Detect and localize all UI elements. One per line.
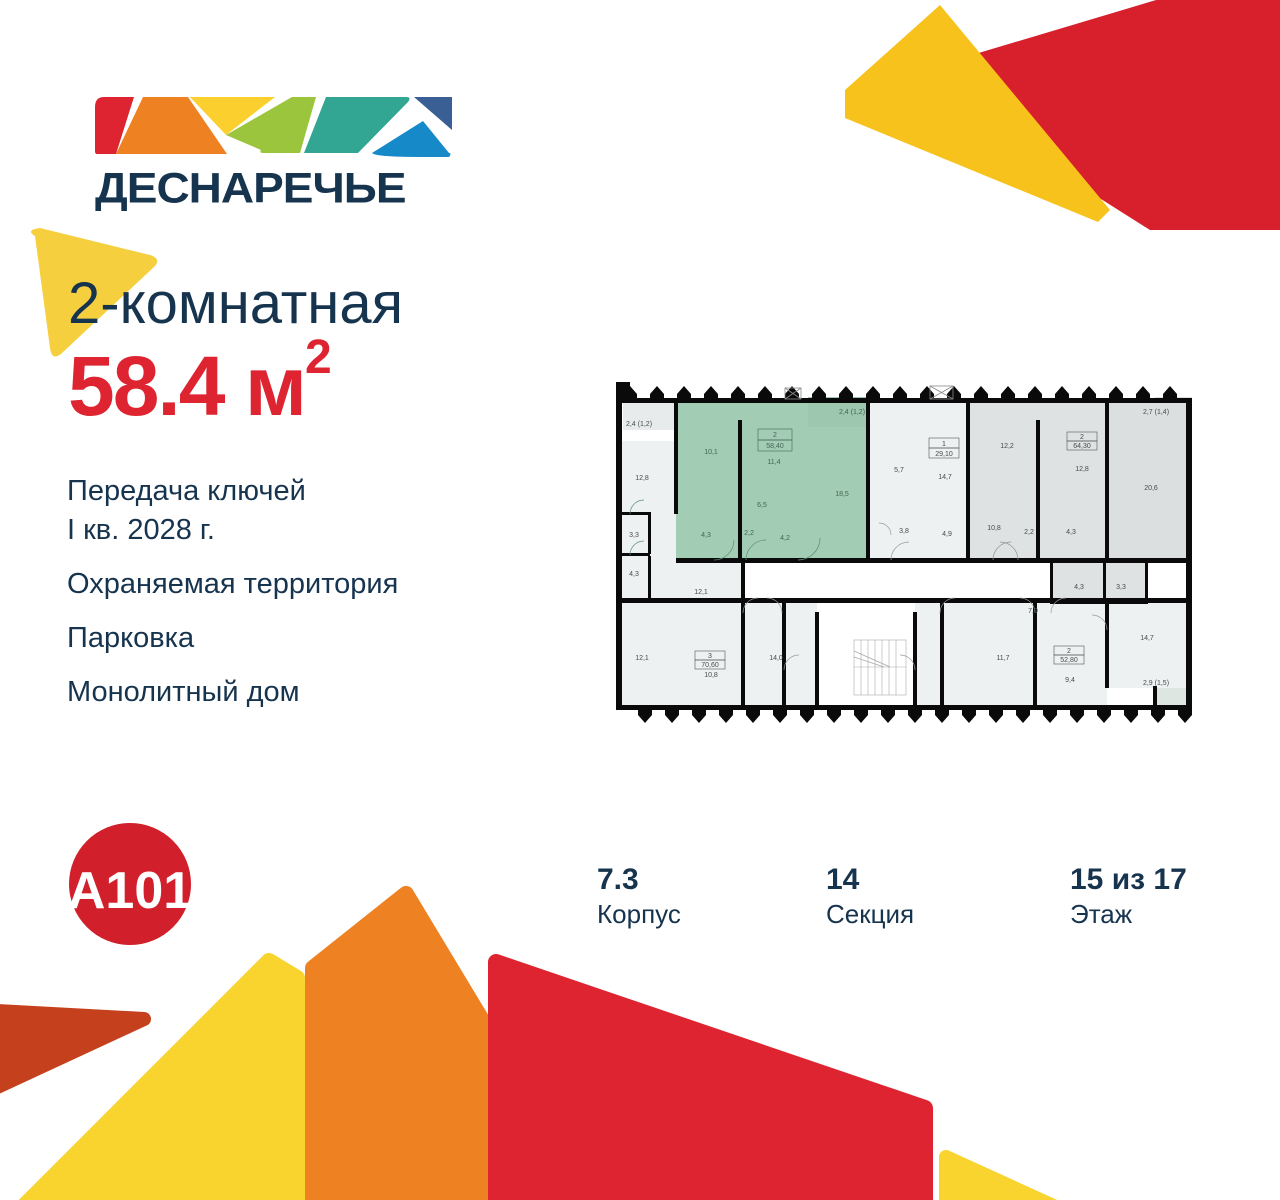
svg-text:12,1: 12,1 — [635, 655, 649, 662]
svg-text:7,9: 7,9 — [1028, 608, 1038, 615]
svg-text:2,4 (1,2): 2,4 (1,2) — [839, 409, 865, 416]
svg-text:2,7 (1,4): 2,7 (1,4) — [1143, 409, 1169, 416]
svg-text:18,5: 18,5 — [835, 491, 849, 498]
svg-text:64,30: 64,30 — [1073, 443, 1091, 450]
svg-text:3,8: 3,8 — [899, 528, 909, 535]
svg-text:10,1: 10,1 — [704, 449, 718, 456]
svg-text:14,0: 14,0 — [769, 655, 783, 662]
svg-text:3,3: 3,3 — [629, 532, 639, 539]
svg-text:2,2: 2,2 — [1024, 529, 1034, 536]
svg-text:58,40: 58,40 — [766, 443, 784, 450]
svg-text:3,3: 3,3 — [1116, 584, 1126, 591]
svg-text:11,7: 11,7 — [996, 655, 1009, 662]
svg-text:3: 3 — [708, 653, 712, 660]
svg-text:9,4: 9,4 — [1065, 677, 1075, 684]
svg-text:12,8: 12,8 — [1075, 466, 1089, 473]
svg-text:12,1: 12,1 — [694, 589, 708, 596]
svg-text:4,3: 4,3 — [1074, 584, 1084, 591]
svg-text:1: 1 — [942, 441, 946, 448]
svg-text:4,2: 4,2 — [780, 535, 790, 542]
svg-text:12,8: 12,8 — [635, 475, 649, 482]
svg-text:14,7: 14,7 — [1140, 635, 1154, 642]
svg-text:52,80: 52,80 — [1060, 657, 1078, 664]
svg-text:2: 2 — [1067, 648, 1071, 655]
svg-text:2,2: 2,2 — [744, 530, 754, 537]
svg-text:2,4 (1,2): 2,4 (1,2) — [626, 421, 652, 428]
svg-text:A101: A101 — [68, 862, 192, 920]
svg-text:5,7: 5,7 — [894, 467, 904, 474]
svg-text:4,9: 4,9 — [942, 531, 952, 538]
svg-text:4,3: 4,3 — [701, 532, 711, 539]
svg-text:14,7: 14,7 — [938, 474, 952, 481]
svg-text:29,10: 29,10 — [935, 451, 953, 458]
svg-text:4,3: 4,3 — [629, 571, 639, 578]
svg-text:2: 2 — [773, 432, 777, 439]
svg-text:10,8: 10,8 — [987, 525, 1001, 532]
svg-text:10,8: 10,8 — [704, 672, 718, 679]
svg-text:70,60: 70,60 — [701, 662, 719, 669]
svg-text:20,6: 20,6 — [1144, 485, 1158, 492]
svg-text:6,5: 6,5 — [757, 502, 767, 509]
svg-text:2: 2 — [1080, 434, 1084, 441]
svg-text:12,2: 12,2 — [1000, 443, 1014, 450]
svg-text:2,9 (1,5): 2,9 (1,5) — [1143, 680, 1169, 687]
svg-text:11,4: 11,4 — [767, 459, 780, 466]
svg-text:4,3: 4,3 — [1066, 529, 1076, 536]
